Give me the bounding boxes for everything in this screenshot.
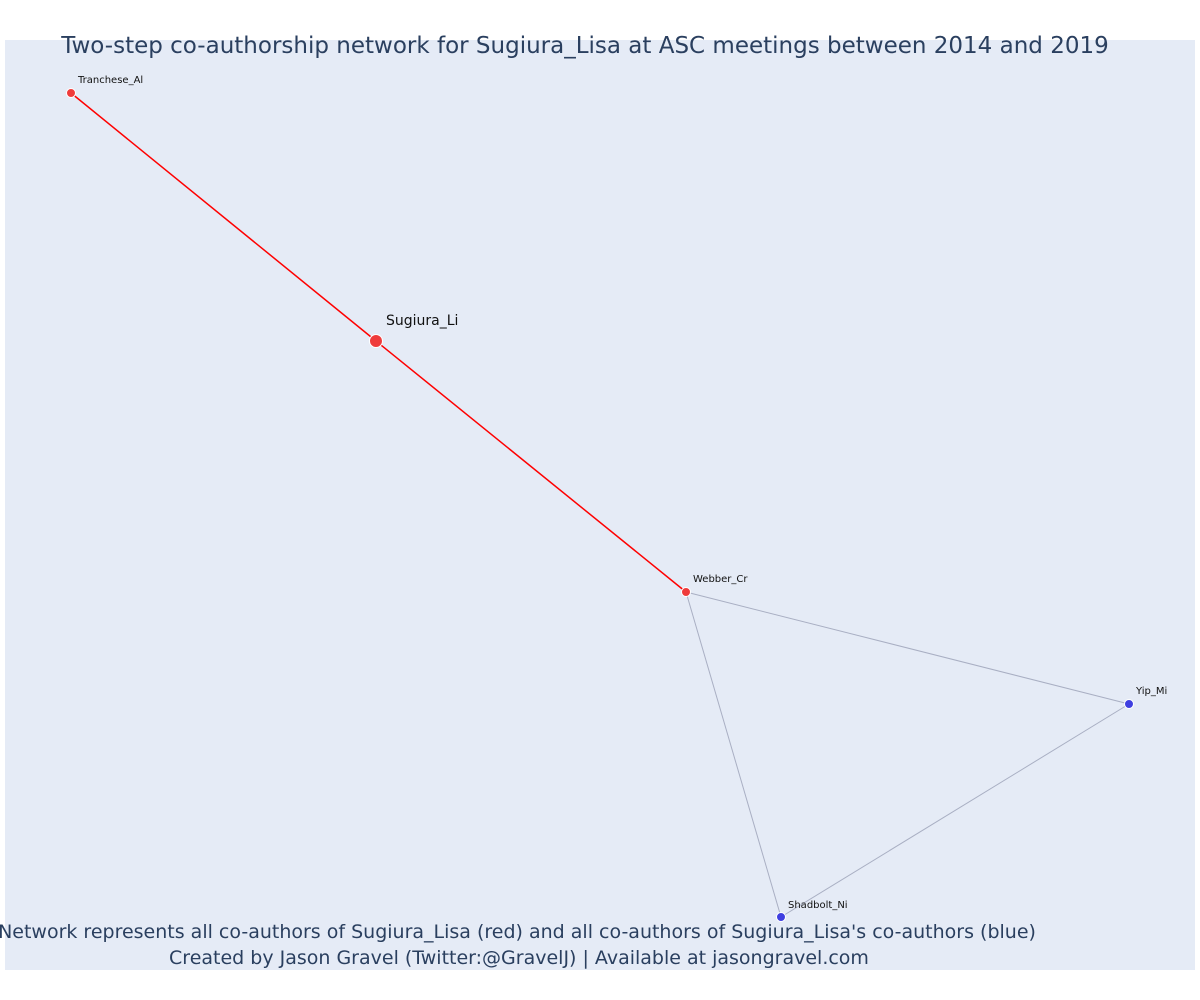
node-label-shadbolt_ni: Shadbolt_Ni [788, 900, 848, 911]
edge-sugiura_li-webber_cr [375, 340, 687, 593]
node-tranchese_al[interactable] [66, 88, 76, 98]
labels-layer: Sugiura_Li Tranchese_Al Webber_Cr Yip_Mi Sha… [77, 75, 1167, 911]
chart-title: Two-step co-authorship network for Sugiu… [60, 33, 1109, 59]
node-sugiura_li[interactable] [369, 334, 383, 348]
node-label-tranchese_al: Tranchese_Al [77, 75, 143, 86]
node-label-webber_cr: Webber_Cr [693, 574, 748, 585]
edge-yip_mi-shadbolt_ni [780, 703, 1130, 918]
node-webber_cr[interactable] [681, 587, 691, 597]
footnote-description: Network represents all co-authors of Sug… [0, 921, 1036, 943]
edges-layer [70, 92, 1130, 918]
nodes-layer [66, 88, 1134, 922]
node-label-yip_mi: Yip_Mi [1135, 686, 1167, 697]
footnote-credit: Created by Jason Gravel (Twitter:@Gravel… [169, 947, 869, 969]
node-yip_mi[interactable] [1124, 699, 1134, 709]
node-shadbolt_ni[interactable] [776, 912, 786, 922]
edge-webber_cr-shadbolt_ni [685, 591, 782, 918]
plot-background [5, 40, 1195, 970]
edge-webber_cr-yip_mi [685, 591, 1130, 705]
node-label-sugiura_li: Sugiura_Li [386, 313, 458, 329]
edge-tranchese_al-sugiura_li [70, 92, 377, 342]
